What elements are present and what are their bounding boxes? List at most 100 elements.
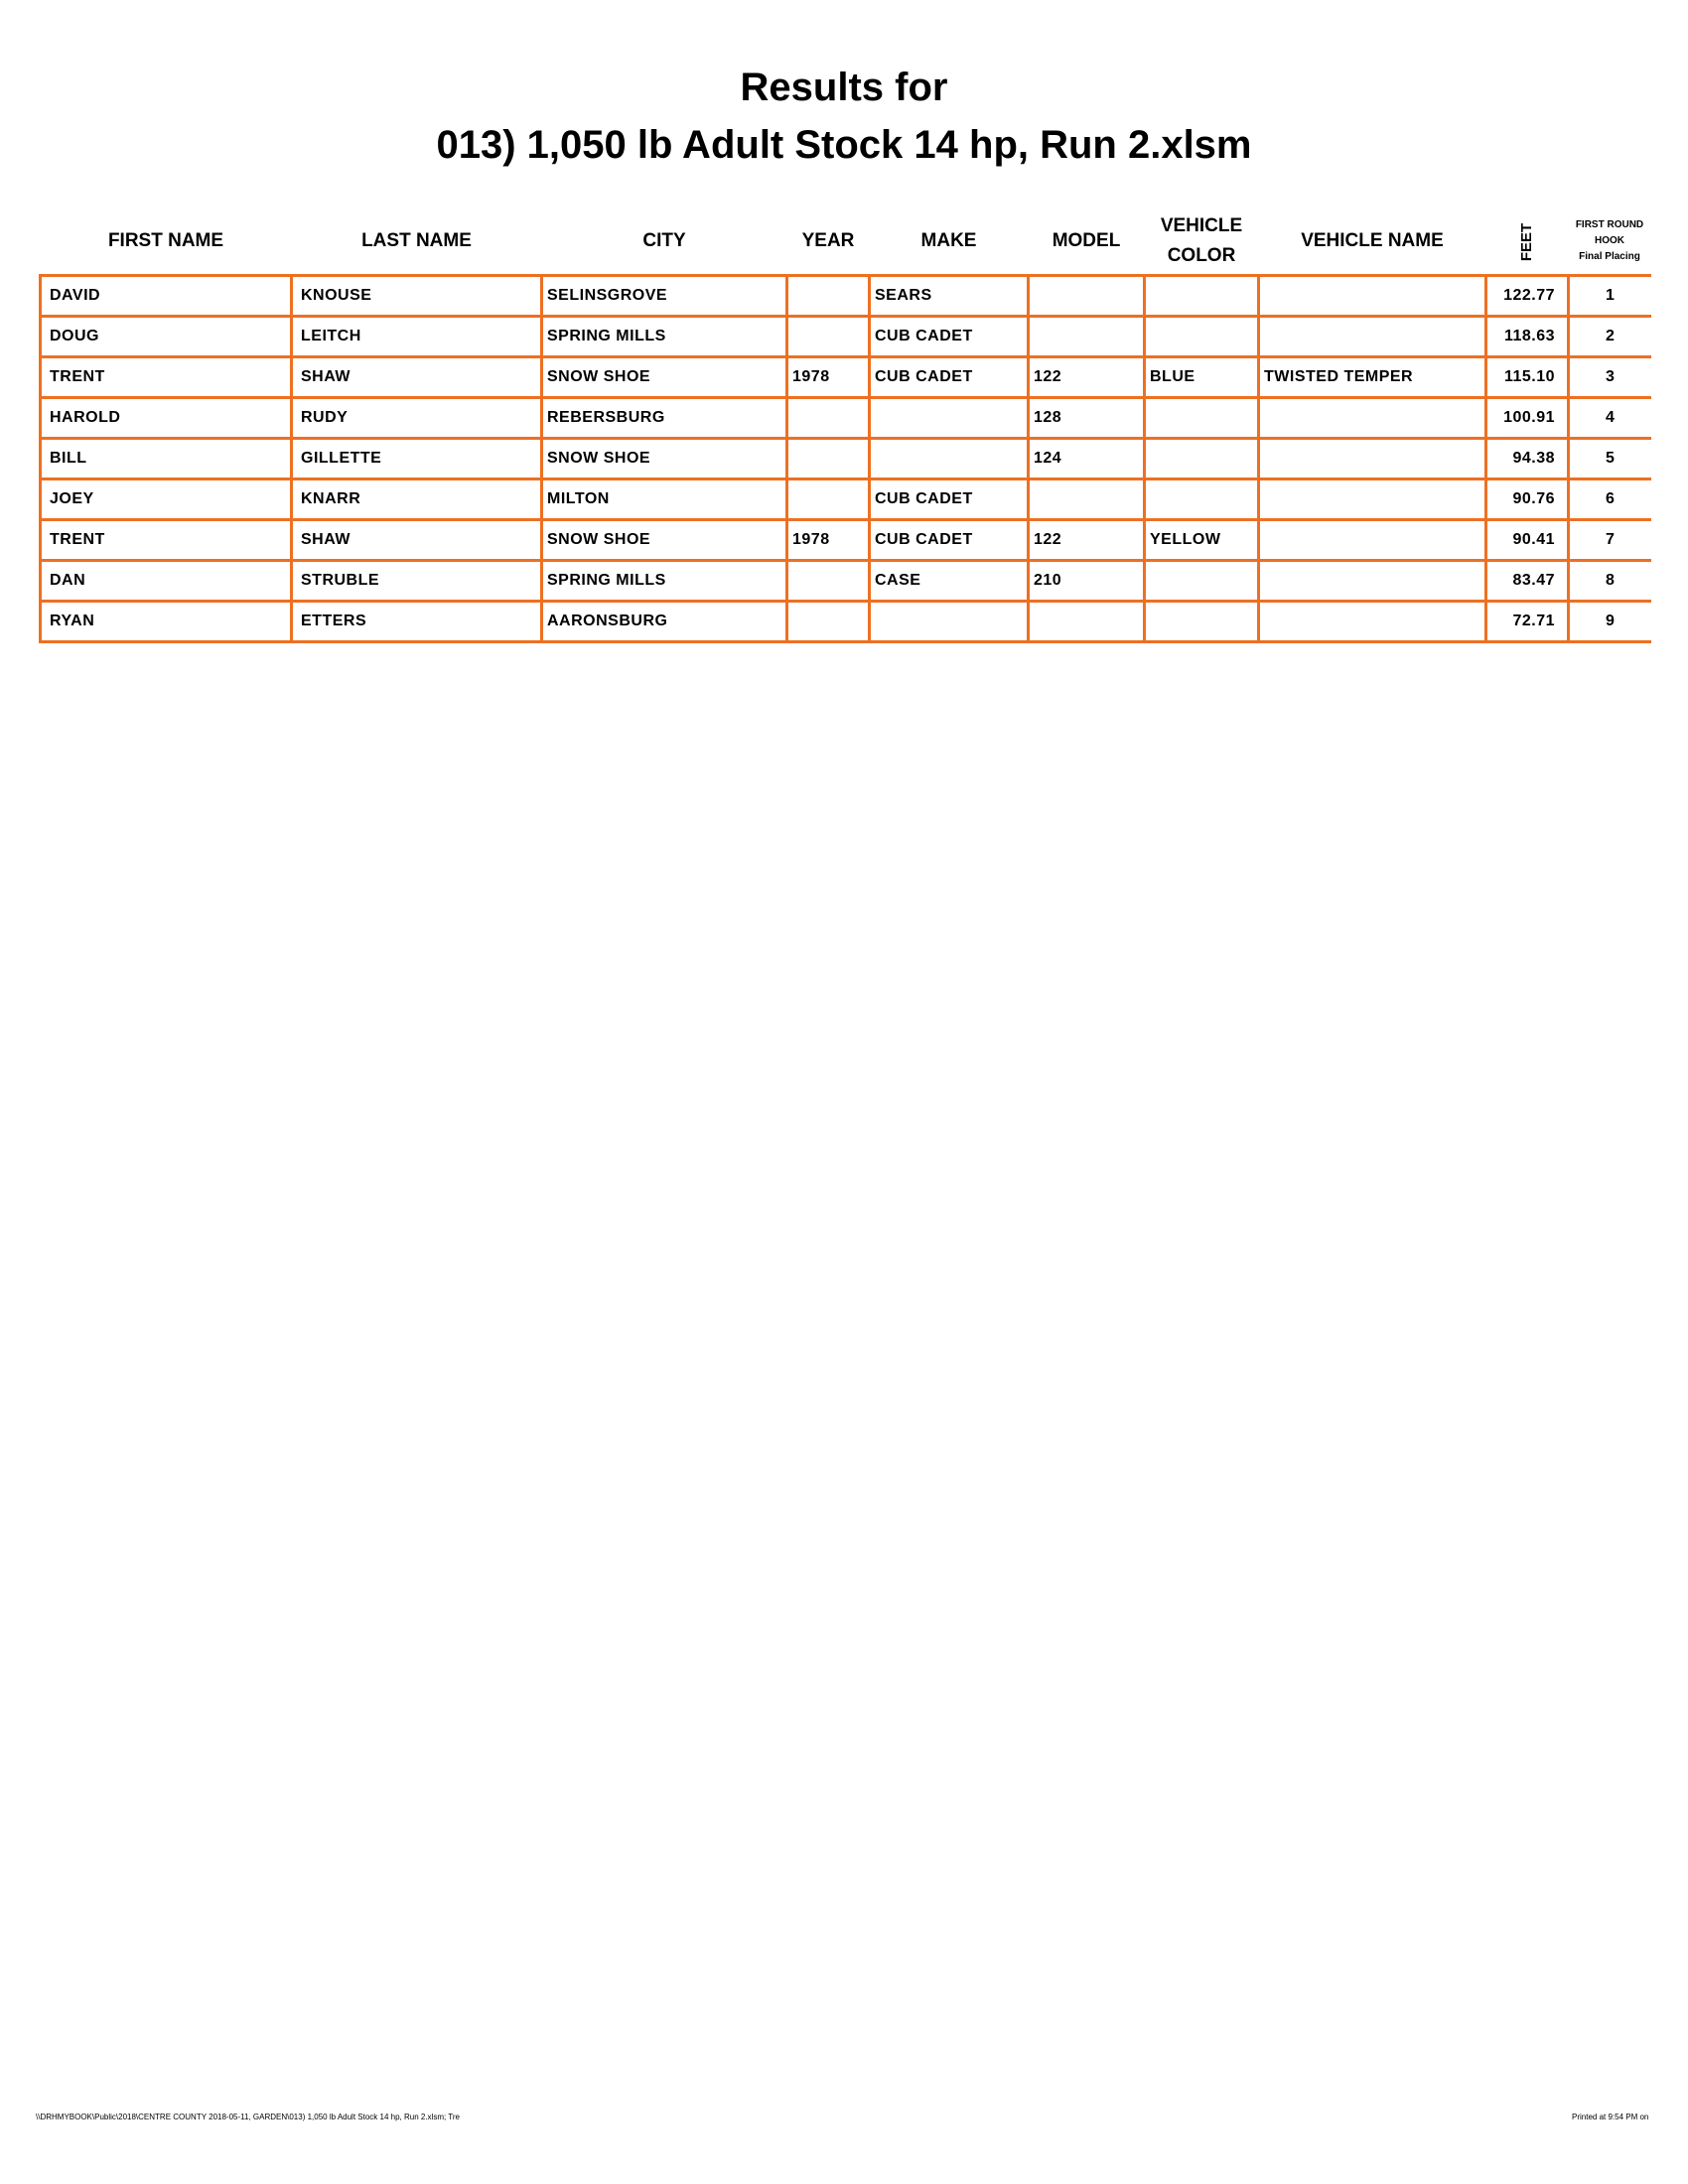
cell-city: AARONSBURG: [540, 600, 788, 643]
cell-city: SNOW SHOE: [540, 518, 788, 562]
cell-last-name: KNOUSE: [290, 274, 543, 318]
cell-make: CUB CADET: [868, 518, 1030, 562]
cell-placing: 6: [1567, 478, 1651, 521]
cell-model: [1027, 600, 1146, 643]
cell-year: 1978: [785, 355, 871, 399]
cell-model: 122: [1027, 518, 1146, 562]
cell-vehicle-color: [1143, 600, 1260, 643]
cell-first-name: TRENT: [39, 518, 293, 562]
header-year: YEAR: [801, 230, 855, 251]
table-row: DAVID KNOUSE SELINSGROVE SEARS 122.77 1: [39, 274, 1651, 318]
cell-first-name: RYAN: [39, 600, 293, 643]
cell-placing: 9: [1567, 600, 1651, 643]
cell-year: [785, 396, 871, 440]
cell-city: MILTON: [540, 478, 788, 521]
header-model: MODEL: [1052, 230, 1121, 251]
cell-feet: 83.47: [1484, 559, 1570, 603]
cell-model: [1027, 315, 1146, 358]
cell-placing: 2: [1567, 315, 1651, 358]
table-row: TRENT SHAW SNOW SHOE 1978 CUB CADET 122 YELLOW…: [39, 518, 1651, 562]
cell-make: SEARS: [868, 274, 1030, 318]
cell-vehicle-name: [1257, 518, 1487, 562]
table-row: JOEY KNARR MILTON CUB CADET 90.76 6: [39, 478, 1651, 521]
header-vehicle-color: VEHICLE COLOR: [1145, 208, 1259, 276]
cell-feet: 94.38: [1484, 437, 1570, 480]
cell-first-name: DOUG: [39, 315, 293, 358]
cell-city: SNOW SHOE: [540, 355, 788, 399]
cell-make: [868, 600, 1030, 643]
cell-vehicle-name: [1257, 396, 1487, 440]
cell-vehicle-color: [1143, 315, 1260, 358]
cell-feet: 90.76: [1484, 478, 1570, 521]
cell-placing: 4: [1567, 396, 1651, 440]
cell-vehicle-name: [1257, 478, 1487, 521]
cell-placing: 3: [1567, 355, 1651, 399]
cell-feet: 100.91: [1484, 396, 1570, 440]
header-feet: FEET: [1486, 208, 1569, 276]
table-row: DAN STRUBLE SPRING MILLS CASE 210 83.47 8: [39, 559, 1651, 603]
cell-model: 210: [1027, 559, 1146, 603]
cell-vehicle-name: [1257, 437, 1487, 480]
cell-first-name: JOEY: [39, 478, 293, 521]
table-row: HAROLD RUDY REBERSBURG 128 100.91 4: [39, 396, 1651, 440]
cell-make: [868, 396, 1030, 440]
header-row: FIRST NAME LAST NAME CITY YEAR MAKE MODE…: [41, 208, 1651, 276]
cell-feet: 90.41: [1484, 518, 1570, 562]
cell-year: [785, 437, 871, 480]
header-placing-line3: Final Placing: [1579, 251, 1640, 262]
cell-vehicle-name: TWISTED TEMPER: [1257, 355, 1487, 399]
cell-feet: 72.71: [1484, 600, 1570, 643]
header-first-name: FIRST NAME: [107, 230, 224, 251]
cell-city: SNOW SHOE: [540, 437, 788, 480]
table-row: BILL GILLETTE SNOW SHOE 124 94.38 5: [39, 437, 1651, 480]
footer-file-path: \\DRHMYBOOK\Public\2018\CENTRE COUNTY 20…: [36, 2113, 460, 2121]
table-row: RYAN ETTERS AARONSBURG 72.71 9: [39, 600, 1651, 643]
cell-vehicle-name: [1257, 559, 1487, 603]
cell-vehicle-name: [1257, 274, 1487, 318]
cell-last-name: SHAW: [290, 518, 543, 562]
table-row: DOUG LEITCH SPRING MILLS CUB CADET 118.63 2: [39, 315, 1651, 358]
cell-feet: 118.63: [1484, 315, 1570, 358]
cell-year: 1978: [785, 518, 871, 562]
cell-last-name: RUDY: [290, 396, 543, 440]
cell-vehicle-color: [1143, 396, 1260, 440]
header-make: MAKE: [920, 230, 977, 251]
cell-city: SPRING MILLS: [540, 315, 788, 358]
cell-city: SELINSGROVE: [540, 274, 788, 318]
header-vehicle-color-line1: VEHICLE: [1160, 215, 1243, 236]
cell-first-name: DAVID: [39, 274, 293, 318]
cell-placing: 8: [1567, 559, 1651, 603]
header-feet-label: FEET: [1518, 222, 1535, 261]
cell-year: [785, 600, 871, 643]
cell-last-name: GILLETTE: [290, 437, 543, 480]
header-city: CITY: [642, 230, 686, 251]
cell-city: REBERSBURG: [540, 396, 788, 440]
cell-placing: 5: [1567, 437, 1651, 480]
cell-year: [785, 274, 871, 318]
cell-model: 122: [1027, 355, 1146, 399]
header-placing-line2: HOOK: [1595, 235, 1624, 246]
cell-make: [868, 437, 1030, 480]
cell-placing: 1: [1567, 274, 1651, 318]
cell-first-name: BILL: [39, 437, 293, 480]
cell-first-name: HAROLD: [39, 396, 293, 440]
header-vehicle-color-line2: COLOR: [1167, 245, 1236, 266]
cell-vehicle-name: [1257, 600, 1487, 643]
cell-vehicle-color: [1143, 559, 1260, 603]
header-vehicle-name: VEHICLE NAME: [1301, 230, 1444, 251]
cell-make: CUB CADET: [868, 315, 1030, 358]
cell-feet: 115.10: [1484, 355, 1570, 399]
cell-last-name: STRUBLE: [290, 559, 543, 603]
cell-placing: 7: [1567, 518, 1651, 562]
cell-first-name: TRENT: [39, 355, 293, 399]
cell-year: [785, 315, 871, 358]
cell-first-name: DAN: [39, 559, 293, 603]
footer-printed-time: Printed at 9:54 PM on: [1572, 2113, 1649, 2121]
cell-model: [1027, 478, 1146, 521]
cell-vehicle-name: [1257, 315, 1487, 358]
page-title: Results for: [740, 66, 948, 109]
page-subtitle: 013) 1,050 lb Adult Stock 14 hp, Run 2.x…: [436, 123, 1252, 167]
cell-last-name: LEITCH: [290, 315, 543, 358]
cell-year: [785, 478, 871, 521]
cell-model: [1027, 274, 1146, 318]
